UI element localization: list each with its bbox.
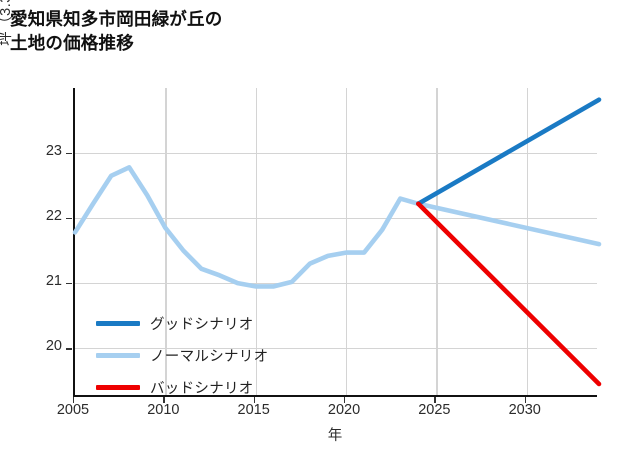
- gridline-horizontal: [75, 283, 597, 285]
- x-axis-tick-label: 2015: [237, 402, 270, 418]
- gridline-horizontal: [75, 153, 597, 155]
- legend-item[interactable]: グッドシナリオ: [96, 313, 268, 334]
- gridline-horizontal: [75, 348, 597, 350]
- x-axis-tick-mark: [344, 397, 346, 403]
- line-bad-scenario: [416, 201, 602, 387]
- y-axis-tick-mark: [66, 283, 72, 285]
- y-axis-tick-label: 20: [45, 338, 62, 355]
- legend-label: バッドシナリオ: [150, 381, 254, 397]
- gridline-vertical: [165, 88, 167, 395]
- legend-item[interactable]: バッドシナリオ: [96, 377, 268, 398]
- x-axis-title: 年: [327, 428, 343, 444]
- x-axis-tick-label: 2025: [418, 402, 451, 418]
- data-series-layer: [72, 97, 602, 387]
- legend: グッドシナリオ ノーマルシナリオ バッドシナリオ: [96, 313, 268, 398]
- legend-item[interactable]: ノーマルシナリオ: [96, 345, 268, 366]
- line-normal-scenario: [72, 165, 602, 289]
- y-axis-tick-mark: [66, 218, 72, 220]
- x-axis-tick-label: 2005: [56, 402, 90, 418]
- x-axis-tick-mark: [163, 397, 165, 403]
- y-axis-tick-mark: [66, 153, 72, 155]
- y-axis-tick-label: 23: [45, 143, 62, 160]
- x-axis-tick-label: 2020: [327, 402, 361, 418]
- page-title: 愛知県知多市岡田緑が丘の 土地の価格推移: [10, 9, 223, 53]
- legend-label: ノーマルシナリオ: [150, 349, 269, 365]
- x-axis-tick-mark: [434, 397, 436, 403]
- x-axis-tick-label: 2030: [508, 402, 541, 418]
- plot-area: [72, 88, 602, 397]
- gridline-vertical: [255, 88, 257, 395]
- x-axis-tick-mark: [73, 397, 75, 403]
- gridline-vertical: [346, 88, 348, 395]
- x-axis-tick-mark: [524, 397, 527, 403]
- x-axis-tick-label: 2010: [147, 402, 180, 418]
- legend-color-swatch: [96, 321, 140, 326]
- y-axis-tick-label: 21: [45, 273, 62, 290]
- legend-label: グッドシナリオ: [150, 317, 254, 333]
- y-axis-title: 坪（3.3㎡）単価（万円）: [0, 0, 15, 110]
- y-axis-tick-mark: [66, 348, 72, 350]
- gridline-vertical: [526, 88, 528, 395]
- legend-color-swatch: [96, 385, 140, 390]
- line-good-scenario: [416, 97, 602, 207]
- gridline-vertical: [436, 88, 438, 395]
- x-axis-tick-mark: [253, 397, 255, 403]
- y-axis-tick-label: 22: [45, 208, 62, 225]
- gridline-horizontal: [75, 218, 597, 220]
- legend-color-swatch: [96, 353, 140, 358]
